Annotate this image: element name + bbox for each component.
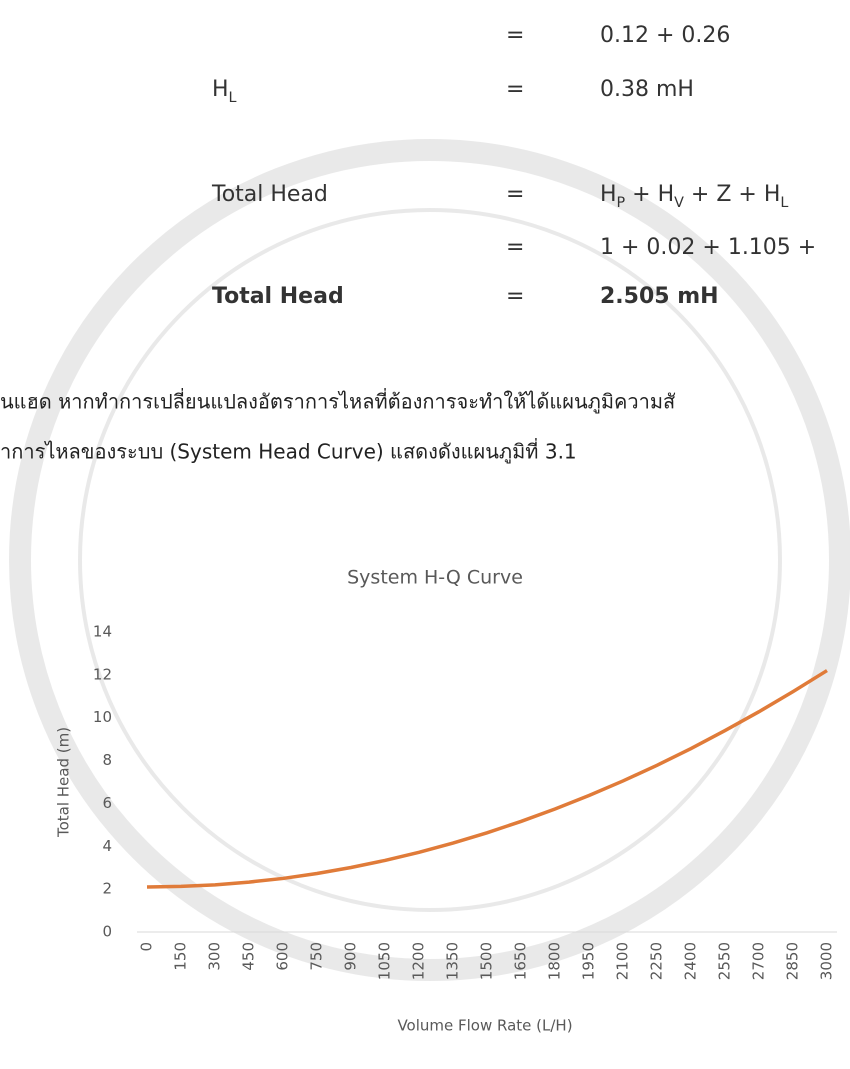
equals-sign: = (506, 284, 524, 309)
x-tick-label: 2400 (682, 942, 700, 980)
x-tick-label: 150 (172, 942, 190, 971)
equation-value: 0.12 + 0.26 (600, 23, 730, 48)
x-tick-label: 1800 (546, 942, 564, 980)
x-tick-label: 2850 (784, 942, 802, 980)
y-tick-label: 0 (102, 923, 112, 941)
x-tick-label: 450 (240, 942, 258, 971)
paragraph-line: าการไหลของระบบ (System Head Curve) แสดงด… (0, 438, 577, 465)
y-tick-label: 2 (102, 880, 112, 898)
x-tick-label: 2100 (614, 942, 632, 980)
x-tick-label: 2700 (750, 942, 768, 980)
subscript: P (617, 195, 626, 211)
equals-sign: = (506, 23, 524, 48)
y-tick-label: 12 (93, 665, 112, 683)
y-tick-label: 8 (102, 751, 112, 769)
equals-sign: = (506, 235, 524, 260)
equation-value: 0.38 mH (600, 77, 694, 102)
x-tick-label: 1050 (376, 942, 394, 980)
y-tick-label: 10 (93, 708, 112, 726)
x-tick-label: 2550 (716, 942, 734, 980)
text-run: H (600, 182, 617, 207)
y-tick-label: 6 (102, 794, 112, 812)
equation-value: HP + HV + Z + HL (600, 182, 788, 211)
x-tick-label: 1650 (512, 942, 530, 980)
equation-label: Total Head (212, 284, 344, 309)
subscript: L (780, 195, 788, 211)
watermark (9, 139, 850, 981)
x-tick-label: 0 (138, 942, 156, 952)
x-tick-label: 300 (206, 942, 224, 971)
equals-sign: = (506, 182, 524, 207)
text-run: 0.12 + 0.26 (600, 23, 730, 48)
subscript: V (674, 195, 684, 211)
text-run: Total Head (212, 284, 344, 309)
x-tick-label: 600 (274, 942, 292, 971)
x-tick-label: 1350 (444, 942, 462, 980)
x-tick-label: 900 (342, 942, 360, 971)
equation-value: 1 + 0.02 + 1.105 + (600, 235, 816, 260)
y-axis-label: Total Head (m) (55, 727, 73, 838)
equation-value: 2.505 mH (600, 284, 719, 309)
text-run: 0.38 mH (600, 77, 694, 102)
chart-title: System H-Q Curve (347, 567, 523, 589)
text-run: H (212, 77, 229, 102)
equals-sign: = (506, 77, 524, 102)
subscript: L (229, 90, 237, 106)
x-tick-label: 1200 (410, 942, 428, 980)
x-tick-label: 1950 (580, 942, 598, 980)
text-run: Total Head (211, 182, 328, 207)
x-axis-label: Volume Flow Rate (L/H) (397, 1017, 572, 1035)
text-run: 1 + 0.02 + 1.105 + (600, 235, 816, 260)
paragraph-line: นแฮด หากทำการเปลี่ยนแปลงอัตราการไหลที่ต้… (0, 388, 675, 415)
text-run: + Z + H (684, 182, 780, 207)
x-tick-label: 1500 (478, 942, 496, 980)
x-tick-label: 3000 (818, 942, 836, 980)
text-run: 2.505 mH (600, 284, 719, 309)
y-tick-label: 14 (93, 623, 112, 641)
equation-label: HL (212, 77, 237, 106)
equation-label: Total Head (211, 182, 328, 207)
data-line (146, 669, 828, 889)
text-run: + H (625, 182, 674, 207)
x-tick-label: 750 (308, 942, 326, 971)
y-tick-label: 4 (102, 837, 112, 855)
x-tick-label: 2250 (648, 942, 666, 980)
